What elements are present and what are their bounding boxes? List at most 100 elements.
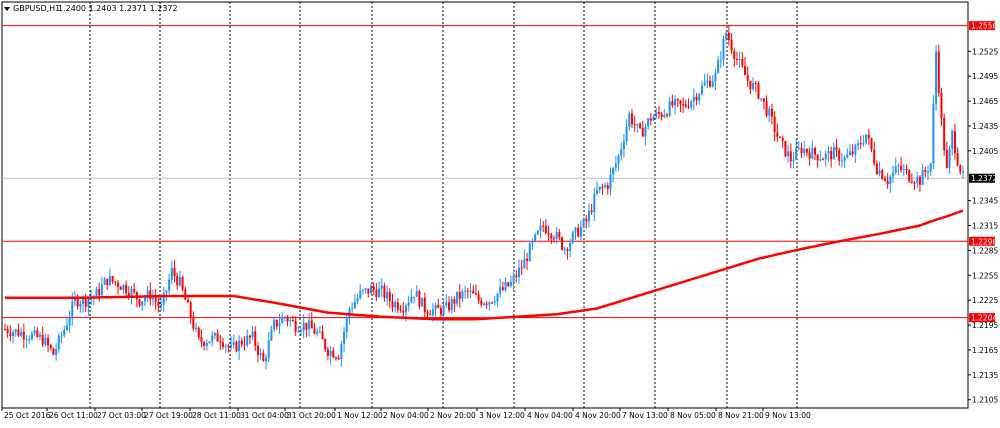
bull-candle-body [609, 174, 612, 189]
bull-candle-body [33, 330, 36, 334]
bear-candle-body [448, 302, 451, 311]
bear-candle-body [203, 342, 206, 346]
bull-candle-body [100, 284, 103, 296]
bull-candle-body [464, 290, 467, 292]
bear-candle-body [383, 285, 386, 299]
bull-candle-body [108, 276, 111, 285]
bear-candle-body [695, 96, 698, 101]
bear-candle-body [127, 293, 130, 296]
bear-candle-body [388, 291, 391, 302]
bull-candle-body [797, 147, 800, 149]
bear-candle-body [918, 176, 921, 185]
bear-candle-body [566, 249, 569, 251]
bear-candle-body [200, 337, 203, 343]
bear-candle-body [294, 320, 297, 332]
x-tick-label: 25 Oct 2016 [4, 411, 51, 420]
bull-candle-body [28, 339, 31, 341]
bull-candle-body [308, 320, 311, 330]
bear-candle-body [757, 83, 760, 99]
bull-candle-body [509, 281, 512, 286]
bull-candle-body [20, 331, 23, 336]
bull-candle-body [394, 302, 397, 308]
bear-candle-body [953, 131, 956, 154]
bull-candle-body [962, 171, 964, 173]
bull-candle-body [415, 291, 418, 297]
bull-candle-body [811, 147, 814, 159]
bull-candle-body [692, 96, 695, 102]
bear-candle-body [423, 297, 426, 313]
bull-candle-body [700, 85, 703, 95]
bull-candle-body [534, 234, 537, 241]
bull-candle-body [929, 163, 932, 172]
bull-candle-body [582, 218, 585, 227]
chevron-down-icon[interactable] [4, 7, 10, 11]
bear-candle-body [138, 299, 141, 306]
bull-candle-body [289, 319, 292, 322]
bull-candle-body [434, 304, 437, 310]
bull-candle-body [65, 325, 68, 330]
bull-candle-body [44, 337, 47, 345]
bull-candle-body [897, 165, 900, 167]
bull-candle-body [469, 290, 472, 292]
bull-candle-body [38, 334, 41, 337]
bull-candle-body [356, 297, 359, 302]
y-tick-label: 1.2195 [972, 321, 998, 330]
bull-candle-body [714, 73, 717, 82]
bull-candle-body [302, 322, 305, 331]
bear-candle-body [466, 290, 469, 292]
bull-candle-body [574, 227, 577, 233]
bear-candle-body [687, 106, 690, 108]
bear-candle-body [544, 225, 547, 233]
bull-candle-body [364, 288, 367, 291]
bear-candle-body [727, 32, 730, 41]
bull-candle-body [499, 287, 502, 294]
bull-candle-body [752, 82, 755, 90]
bull-candle-body [410, 296, 413, 303]
moving-average-layer [5, 209, 964, 321]
bull-candle-body [894, 166, 897, 173]
bear-candle-body [746, 75, 749, 81]
bull-candle-body [857, 143, 860, 146]
bear-candle-body [641, 127, 644, 137]
bull-candle-body [840, 160, 843, 162]
bull-candle-body [329, 350, 332, 356]
bear-candle-body [800, 147, 803, 154]
x-tick-label: 4 Nov 20:00 [575, 411, 621, 420]
bull-candle-body [636, 123, 639, 126]
bull-candle-body [593, 193, 596, 213]
bear-candle-body [17, 329, 20, 336]
moving-average-line [5, 209, 964, 321]
bear-candle-body [501, 287, 504, 290]
bear-candle-body [838, 150, 841, 161]
bear-candle-body [660, 113, 663, 118]
bull-candle-body [318, 331, 321, 333]
bear-candle-body [886, 180, 889, 185]
bear-candle-body [6, 329, 9, 334]
bull-candle-body [160, 304, 163, 307]
bull-candle-body [604, 185, 607, 188]
bull-candle-body [14, 329, 17, 333]
bear-candle-body [913, 182, 916, 184]
bull-candle-body [555, 232, 558, 239]
bear-candle-body [49, 345, 52, 349]
bear-candle-body [633, 124, 636, 126]
bull-candle-body [579, 226, 582, 237]
bull-candle-body [598, 186, 601, 190]
plot-frame [1, 1, 969, 409]
bull-candle-body [512, 275, 515, 282]
x-tick-label: 7 Nov 13:00 [622, 411, 668, 420]
bear-candle-body [76, 296, 79, 307]
bear-candle-body [561, 237, 564, 250]
bull-candle-body [902, 168, 905, 170]
bear-candle-body [485, 303, 488, 305]
bull-candle-body [531, 240, 534, 244]
bear-candle-body [822, 159, 825, 161]
bear-candle-body [547, 232, 550, 235]
bear-candle-body [577, 227, 580, 237]
bear-candle-body [779, 136, 782, 138]
bear-candle-body [784, 140, 787, 157]
bull-candle-body [168, 279, 171, 291]
bull-candle-body [95, 289, 98, 297]
bull-candle-body [68, 317, 71, 326]
